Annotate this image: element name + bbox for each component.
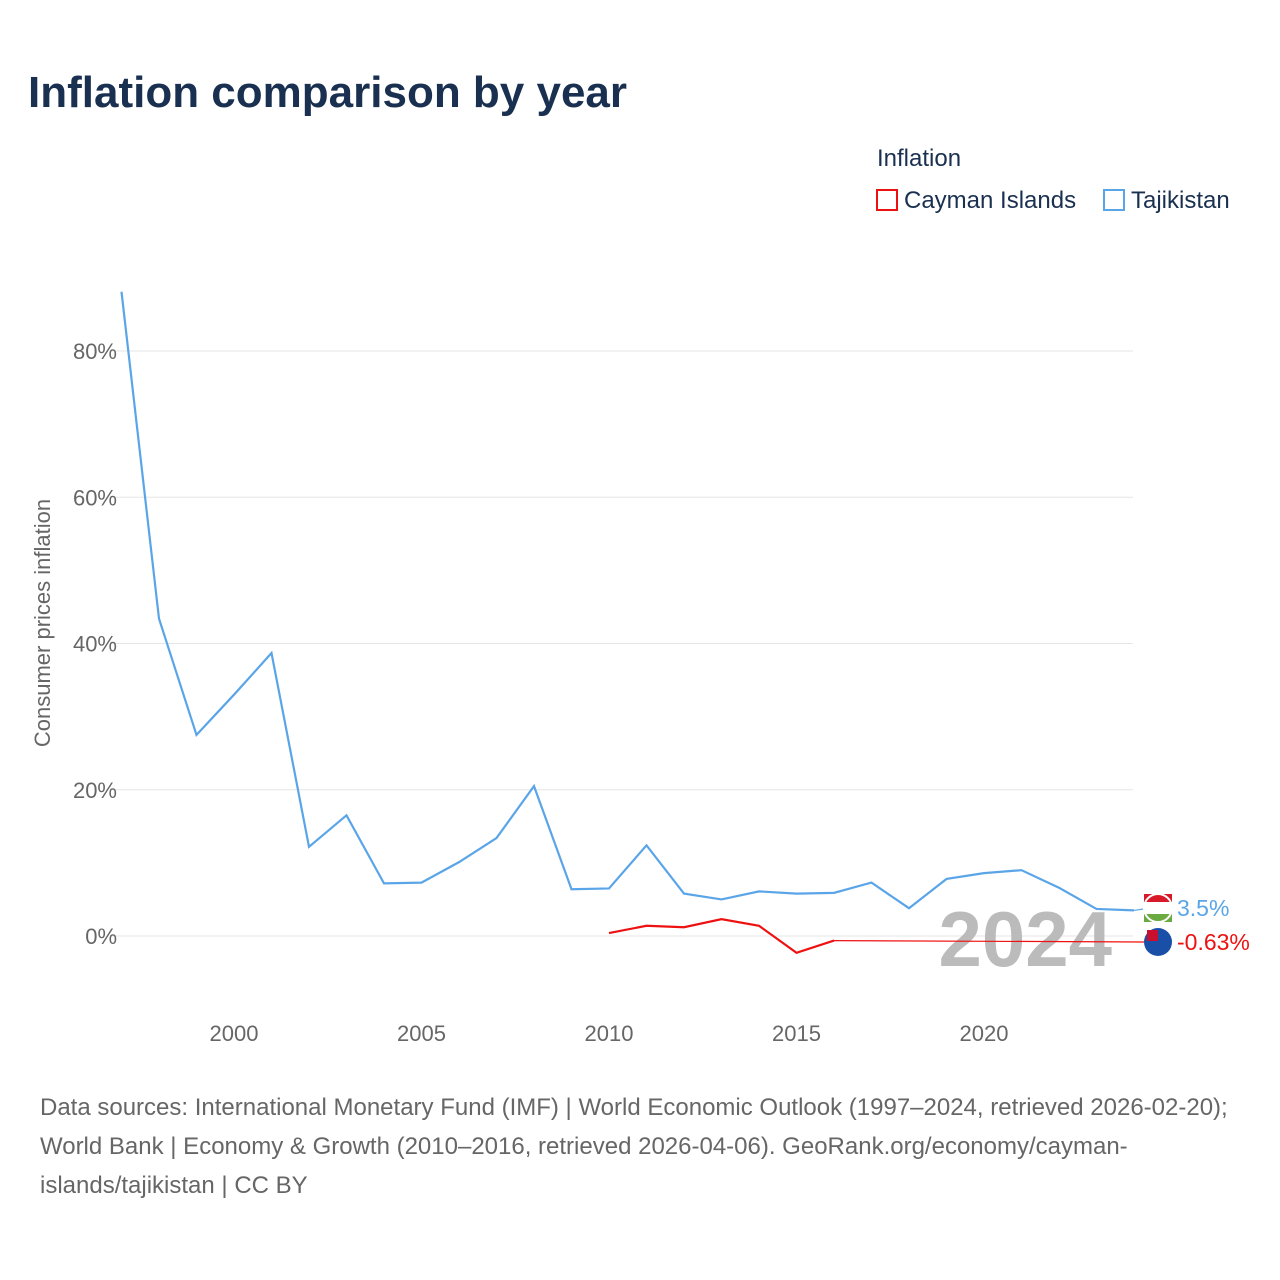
flag-stripe (1144, 894, 1172, 902)
y-tick-label: 80% (73, 339, 117, 364)
end-connector (833, 940, 1151, 943)
legend-title: Inflation (877, 145, 962, 172)
x-tick-label: 2000 (210, 1021, 259, 1046)
chart-title: Inflation comparison by year (28, 68, 628, 117)
source-note: Data sources: International Monetary Fun… (40, 1094, 1228, 1199)
legend-label: Tajikistan (1131, 187, 1230, 214)
y-tick-label: 40% (73, 632, 117, 657)
year-watermark: 2024 (938, 895, 1112, 983)
end-value-label: -0.63% (1177, 929, 1250, 955)
x-tick-label: 2020 (960, 1021, 1009, 1046)
flag-stripe (1144, 914, 1172, 922)
legend-item-cayman[interactable]: Cayman Islands (876, 187, 1076, 215)
series-line-tajikistan (120, 291, 1135, 912)
end-value-label: 3.5% (1177, 895, 1229, 921)
flag-union (1147, 930, 1158, 941)
y-tick-label: 0% (85, 924, 117, 949)
x-tick-label: 2015 (772, 1021, 821, 1046)
y-tick-label: 20% (73, 778, 117, 803)
flag-outline (1143, 893, 1173, 923)
series-line-cayman-islands (608, 918, 835, 955)
y-axis-label: Consumer prices inflation (30, 499, 55, 747)
y-tick-label: 60% (73, 485, 117, 510)
legend-label: Cayman Islands (904, 187, 1077, 214)
legend-swatch (876, 189, 898, 211)
x-tick-label: 2010 (585, 1021, 634, 1046)
legend-item-tajikistan[interactable]: Tajikistan (1103, 187, 1230, 215)
x-tick-label: 2005 (397, 1021, 446, 1046)
legend-swatch (1103, 189, 1125, 211)
line-chart: 0% 20% 40% 60% 80% 2000 2005 2010 2015 2020 Consum… (30, 291, 1250, 1046)
